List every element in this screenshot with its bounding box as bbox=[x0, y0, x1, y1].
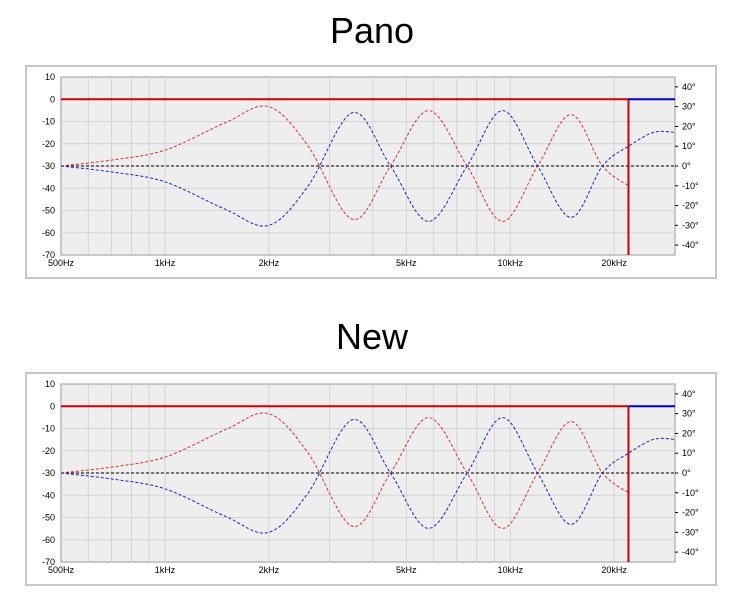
y-tick-label: -30 bbox=[42, 468, 55, 478]
y2-tick-label: -40° bbox=[682, 547, 699, 557]
chart-panel-pano: 10 0 -10 -20 -30 -40 -50 -60 -70 40° 30° 20° 10° 0° -1… bbox=[25, 65, 717, 279]
y2-tick-label: -40° bbox=[682, 240, 699, 250]
y-tick-label: -70 bbox=[42, 250, 55, 260]
y-tick-label: -20 bbox=[42, 446, 55, 456]
y2-tick-label: 10° bbox=[682, 448, 696, 458]
y-tick-label: 10 bbox=[45, 379, 55, 389]
y2-tick-label: 20° bbox=[682, 428, 696, 438]
x-tick-label: 1kHz bbox=[155, 565, 176, 575]
y2-tick-label: -10° bbox=[682, 488, 699, 498]
phase-curve-blue bbox=[60, 417, 676, 534]
y2-tick-label: 30° bbox=[682, 409, 696, 419]
chart-panel-new: 10 0 -10 -20 -30 -40 -50 -60 -70 40° 30° 20° 10° 0° -1… bbox=[25, 372, 717, 586]
x-tick-label: 2kHz bbox=[259, 258, 280, 268]
y2-tick-label: 20° bbox=[682, 121, 696, 131]
y-tick-label: -60 bbox=[42, 228, 55, 238]
y-tick-label: 10 bbox=[45, 72, 55, 82]
chart-svg: 10 0 -10 -20 -30 -40 -50 -60 -70 40° 30° 20° 10° 0° -1… bbox=[42, 379, 699, 575]
chart-title: New bbox=[335, 316, 409, 357]
x-tick-label: 500Hz bbox=[48, 258, 75, 268]
y2-tick-label: -30° bbox=[682, 527, 699, 537]
y2-tick-label: 40° bbox=[682, 82, 696, 92]
y2-tick-label: 40° bbox=[682, 389, 696, 399]
y-tick-label: 0 bbox=[50, 94, 55, 104]
y2-tick-label: 0° bbox=[682, 161, 691, 171]
y2-tick-label: -20° bbox=[682, 201, 699, 211]
y-tick-label: -10 bbox=[42, 424, 55, 434]
phase-curve-blue bbox=[60, 110, 676, 227]
x-tick-label: 5kHz bbox=[396, 565, 417, 575]
x-tick-label: 20kHz bbox=[601, 258, 627, 268]
y-tick-label: -70 bbox=[42, 557, 55, 567]
y-tick-label: -10 bbox=[42, 117, 55, 127]
y-tick-label: -30 bbox=[42, 161, 55, 171]
y-tick-label: -50 bbox=[42, 513, 55, 523]
x-tick-label: 500Hz bbox=[48, 565, 75, 575]
y-tick-label: -40 bbox=[42, 183, 55, 193]
y2-tick-label: 30° bbox=[682, 102, 696, 112]
y-tick-label: -20 bbox=[42, 139, 55, 149]
chart-title: Pano bbox=[329, 10, 415, 51]
chart-svg: 10 0 -10 -20 -30 -40 -50 -60 -70 40° 30° 20° 10° 0° -1… bbox=[42, 72, 699, 268]
y2-tick-label: 0° bbox=[682, 468, 691, 478]
x-tick-label: 5kHz bbox=[396, 258, 417, 268]
y2-tick-label: -30° bbox=[682, 220, 699, 230]
y2-tick-label: 10° bbox=[682, 141, 696, 151]
y-tick-label: 0 bbox=[50, 401, 55, 411]
x-tick-label: 2kHz bbox=[259, 565, 280, 575]
x-tick-label: 1kHz bbox=[155, 258, 176, 268]
x-tick-label: 20kHz bbox=[601, 565, 627, 575]
y-tick-label: -40 bbox=[42, 490, 55, 500]
y-tick-label: -50 bbox=[42, 206, 55, 216]
x-tick-label: 10kHz bbox=[497, 565, 523, 575]
y2-tick-label: -20° bbox=[682, 508, 699, 518]
y2-tick-label: -10° bbox=[682, 181, 699, 191]
y-tick-label: -60 bbox=[42, 535, 55, 545]
x-tick-label: 10kHz bbox=[497, 258, 523, 268]
